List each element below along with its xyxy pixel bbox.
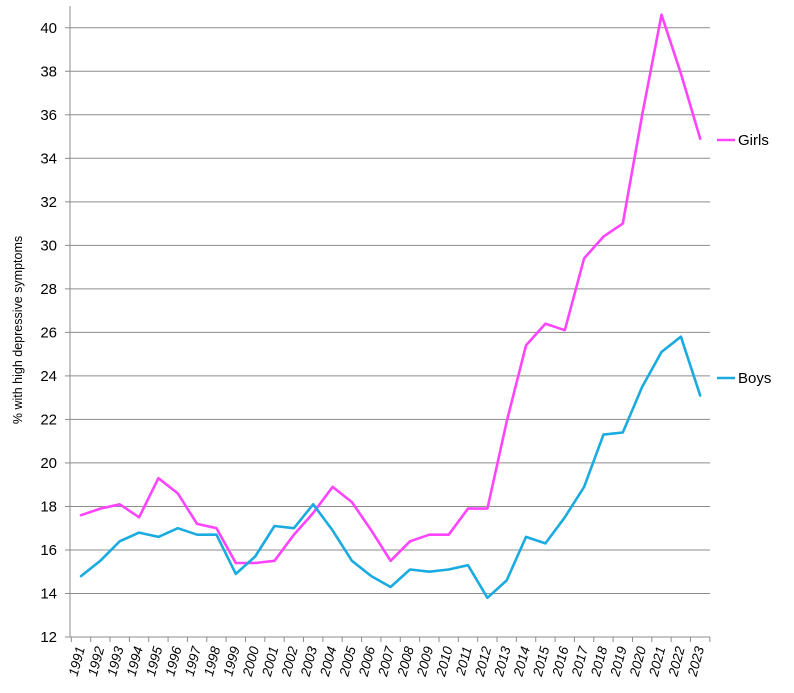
- y-tick-label: 36: [40, 107, 57, 124]
- x-tick-label: 2023: [685, 644, 708, 678]
- y-tick-label: 16: [40, 542, 57, 559]
- y-tick-label: 40: [40, 20, 57, 37]
- y-axis-label: % with high depressive symptoms: [11, 236, 25, 424]
- y-tick-label: 34: [40, 150, 57, 167]
- y-tick-label: 14: [40, 585, 57, 602]
- y-tick-label: 26: [40, 324, 57, 341]
- gridlines: [70, 27, 710, 594]
- series-line-girls: [79, 13, 702, 565]
- legend: Girls Boys: [717, 132, 771, 387]
- y-tick-label: 18: [40, 498, 57, 515]
- x-tick-labels: 1991199219931994199519961997199819992000…: [66, 644, 708, 678]
- legend-label-boys: Boys: [738, 370, 771, 387]
- legend-label-girls: Girls: [738, 132, 769, 149]
- y-tick-label: 32: [40, 194, 57, 211]
- y-tick-label: 22: [40, 411, 57, 428]
- y-tick-label: 12: [40, 629, 57, 646]
- axes: [65, 6, 711, 642]
- y-tick-labels: 12 14 16 18 20 22 24 26 28 30 32 34 36 38 40: [40, 20, 57, 646]
- series-line-boys: [79, 335, 702, 600]
- y-tick-label: 20: [40, 455, 57, 472]
- y-tick-label: 28: [40, 281, 57, 298]
- y-tick-label: 38: [40, 63, 57, 80]
- series-lines: [79, 13, 702, 600]
- y-tick-label: 24: [40, 368, 57, 385]
- y-tick-label: 30: [40, 237, 57, 254]
